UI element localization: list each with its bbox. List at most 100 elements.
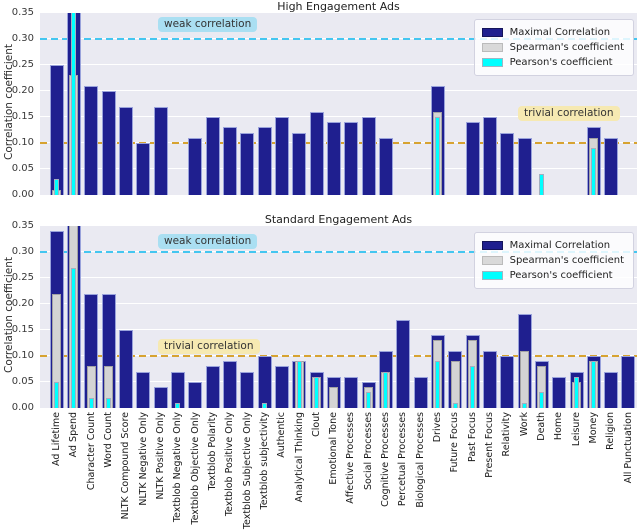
bar-pearson: [452, 403, 458, 408]
bar-slot-present-focus: [481, 13, 498, 195]
legend-label: Maximal Correlation: [509, 27, 611, 38]
bar-pearson: [71, 13, 77, 195]
x-label-slot: Future Focus: [447, 412, 464, 530]
chart-title: Standard Engagement Ads: [264, 213, 413, 226]
y-tick-label: 0.10: [11, 137, 34, 148]
y-tick-label: 0.20: [11, 85, 34, 96]
x-label-slot: NLTK Compound Score: [117, 412, 134, 530]
x-tick-label: Textblob Subjective Only: [241, 412, 253, 530]
y-axis-label: Correlation coefficient: [3, 257, 15, 373]
bar-pearson: [522, 403, 528, 408]
bar-slot-cognitive-processes: [377, 13, 394, 195]
gridline: [40, 329, 637, 330]
spearman-swatch-icon: [481, 256, 503, 265]
bar-pearson: [88, 398, 94, 408]
bar-maximal: [153, 107, 168, 195]
bar-spearman: [104, 366, 114, 408]
bar-slot-affective-processes: [343, 13, 360, 195]
bar-maximal: [136, 372, 151, 408]
x-tick-label: NLTK Positive Only: [154, 412, 166, 500]
y-tick-label: 0.00: [11, 402, 34, 413]
legend-label: Maximal Correlation: [509, 240, 611, 251]
bar-slot-textblob-objective-only: [187, 226, 204, 408]
x-label-slot: Money: [585, 412, 602, 530]
x-label-slot: Ad Lifetime: [48, 412, 65, 530]
x-tick-label: Biological Processes: [414, 412, 426, 508]
x-tick-label: Relativity: [501, 412, 513, 457]
bar-slot-past-focus: [464, 226, 481, 408]
x-tick-label: Work: [518, 412, 530, 437]
legend-label: Pearson's coefficient: [509, 57, 613, 68]
legend-label: Spearman's coefficient: [509, 42, 624, 53]
x-tick-label: Money: [588, 412, 600, 444]
x-label-slot: Leisure: [568, 412, 585, 530]
x-label-slot: Authentic: [273, 412, 290, 530]
bar-slot-relativity: [499, 13, 516, 195]
x-tick-label: NLTK Negative Only: [137, 412, 149, 506]
y-tick-label: 0.15: [11, 111, 34, 122]
bar-pearson: [262, 403, 268, 408]
bar-slot-textblob-polarity: [204, 13, 221, 195]
bar-maximal: [101, 91, 116, 195]
bar-maximal: [378, 138, 393, 195]
pearson-swatch-icon: [481, 58, 503, 67]
bar-slot-biological-processes: [412, 226, 429, 408]
bar-pearson: [296, 361, 302, 408]
bar-slot-future-focus: [447, 226, 464, 408]
x-label-slot: Relativity: [499, 412, 516, 530]
bar-maximal: [621, 356, 636, 408]
bar-maximal: [188, 138, 203, 195]
bar-maximal: [517, 138, 532, 195]
bar-slot-nltk-positive-only: [152, 13, 169, 195]
x-tick-label: Home: [553, 412, 565, 441]
x-tick-label: Affective Processes: [345, 412, 357, 504]
bar-slot-textblob-positive-only: [221, 226, 238, 408]
x-label-slot: NLTK Negative Only: [135, 412, 152, 530]
legend-label: Spearman's coefficient: [509, 255, 624, 266]
x-tick-label: Textblob subjectivity: [258, 412, 270, 510]
x-label-slot: Religion: [603, 412, 620, 530]
bar-slot-ad-lifetime: [48, 13, 65, 195]
y-tick-label: 0.30: [11, 246, 34, 257]
bar-spearman: [537, 366, 547, 408]
y-tick-label: 0.00: [11, 189, 34, 200]
bar-maximal: [396, 320, 411, 408]
bar-pearson: [435, 361, 441, 408]
x-label-slot: Analytical Thinking: [291, 412, 308, 530]
x-label-slot: Percetual Processes: [395, 412, 412, 530]
bar-maximal: [240, 133, 255, 195]
plot-area: weak correlation trivial correlation Max…: [40, 13, 637, 195]
bars-container: [40, 226, 637, 408]
chart-standard-engagement: Standard Engagement Ads Correlation coef…: [0, 213, 640, 530]
x-tick-label: NLTK Compound Score: [120, 412, 132, 520]
x-tick-label: Present Focus: [484, 412, 496, 478]
bar-slot-emotional-tone: [325, 13, 342, 195]
x-tick-label: Cognitive Processes: [380, 412, 392, 507]
y-tick-label: 0.30: [11, 33, 34, 44]
bar-slot-past-focus: [464, 13, 481, 195]
bar-spearman: [329, 387, 339, 408]
bar-maximal: [465, 122, 480, 195]
pearson-swatch-icon: [481, 271, 503, 280]
x-tick-label: Ad Spend: [68, 412, 80, 458]
bar-slot-death: [533, 13, 550, 195]
x-label-slot: Textblob Objective Only: [187, 412, 204, 530]
x-label-slot: All Punctuation: [620, 412, 637, 530]
x-tick-label: Leisure: [570, 412, 582, 447]
bar-spearman: [450, 361, 460, 408]
bar-slot-social-processes: [360, 226, 377, 408]
y-tick-label: 0.15: [11, 324, 34, 335]
bar-spearman: [52, 294, 62, 408]
bar-slot-nltk-compound-score: [117, 13, 134, 195]
x-label-slot: Drives: [429, 412, 446, 530]
bar-maximal: [361, 117, 376, 195]
bar-pearson: [71, 268, 77, 408]
gridline: [40, 64, 637, 65]
x-label-slot: Ad Spend: [65, 412, 82, 530]
x-tick-label: Textblob Polarity: [206, 412, 218, 491]
bar-maximal: [170, 372, 185, 408]
bar-slot-social-processes: [360, 13, 377, 195]
x-label-slot: Affective Processes: [343, 412, 360, 530]
bar-slot-biological-processes: [412, 13, 429, 195]
